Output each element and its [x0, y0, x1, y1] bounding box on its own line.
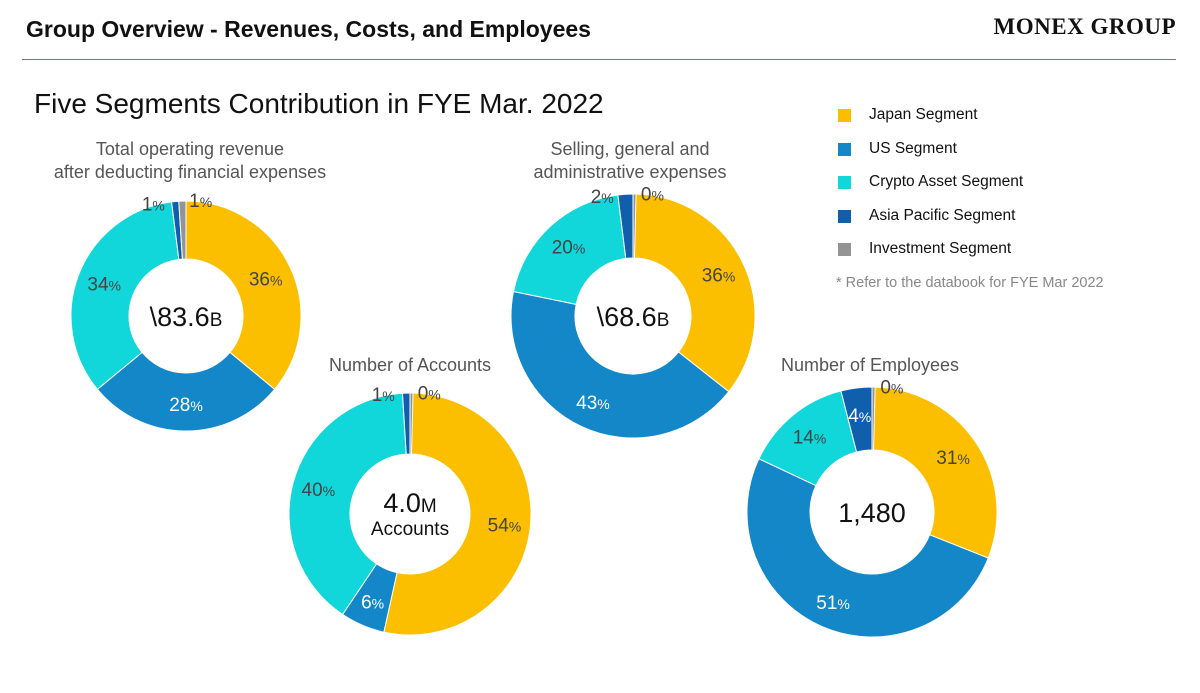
donut-slice — [871, 386, 876, 451]
center-total: 4.0M — [383, 488, 436, 518]
slice-data-label: 1% — [189, 191, 212, 212]
center-total: \83.6B — [150, 302, 223, 332]
donut-chart: 36% 43% 20% 2% 0% \68.6B — [510, 185, 756, 439]
slice-data-label: 0% — [880, 378, 903, 399]
slice-data-label: 31% — [936, 448, 970, 469]
donut-slice — [288, 392, 407, 616]
legend-label: Japan Segment — [869, 106, 978, 123]
footnote: * Refer to the databook for FYE Mar 2022 — [836, 275, 1104, 291]
donut-slice — [96, 351, 276, 432]
donut-slice — [185, 200, 302, 391]
legend-swatch — [838, 243, 851, 256]
slice-data-label: 36% — [702, 266, 736, 287]
legend-label: Investment Segment — [869, 240, 1012, 257]
chart-title-sga-expenses: Selling, general and administrative expen… — [533, 139, 727, 182]
slice-data-label: 20% — [552, 237, 586, 258]
slice-data-label: 14% — [793, 427, 827, 448]
slice-data-label: 40% — [302, 480, 336, 501]
center-subtitle: Accounts — [371, 519, 449, 540]
legend-label: US Segment — [869, 139, 957, 157]
donut-slice — [178, 200, 187, 260]
donut-slice — [383, 392, 532, 636]
slice-data-label: 0% — [641, 185, 664, 206]
slice-data-label: 34% — [87, 275, 121, 296]
donut-chart: 36% 28% 34% 1% 1% \83.6B — [70, 191, 302, 432]
slice-data-label: 6% — [361, 592, 384, 613]
slice-data-label: 43% — [576, 393, 610, 414]
donut-slice — [632, 193, 756, 393]
donut-slice — [871, 386, 998, 559]
slice-data-label: 2% — [591, 187, 614, 208]
slice-data-label: 4% — [848, 406, 871, 427]
slice-data-label: 1% — [372, 385, 395, 406]
donut-slice — [512, 194, 627, 305]
page-header-title: Group Overview - Revenues, Costs, and Em… — [26, 16, 591, 42]
legend-label: Asia Pacific Segment — [869, 206, 1016, 224]
chart-title-operating-revenue: Total operating revenue after deducting f… — [53, 139, 327, 182]
legend-swatch — [838, 209, 851, 223]
legend-swatch — [838, 176, 851, 189]
chart-title-accounts: Number of Accounts — [328, 355, 492, 375]
legend-swatch — [838, 142, 851, 156]
donut-slice — [632, 193, 637, 259]
donut-slice — [409, 392, 414, 455]
legend-swatch — [838, 109, 851, 122]
slice-data-label: 0% — [418, 384, 441, 405]
donut-slice — [70, 201, 180, 391]
center-total: 1,480 — [838, 498, 906, 528]
main-title: Five Segments Contribution in FYE Mar. 2… — [34, 88, 604, 119]
slice-data-label: 36% — [249, 270, 283, 291]
legend-label: Crypto Asset Segment — [869, 173, 1024, 190]
slice-data-label: 51% — [816, 593, 850, 614]
donut-chart: 31% 51% 14% 4% 0% 1,480 — [746, 378, 998, 638]
slice-data-label: 54% — [488, 515, 522, 536]
brand-logo: MONEX GROUP — [993, 14, 1176, 39]
slice-data-label: 1% — [142, 195, 165, 216]
chart-title-employees: Number of Employees — [780, 355, 960, 375]
donut-slice — [746, 458, 989, 638]
donut-slice — [510, 290, 730, 439]
header-divider — [22, 59, 1176, 60]
center-total: \68.6B — [597, 302, 670, 332]
slice-data-label: 28% — [169, 395, 203, 416]
